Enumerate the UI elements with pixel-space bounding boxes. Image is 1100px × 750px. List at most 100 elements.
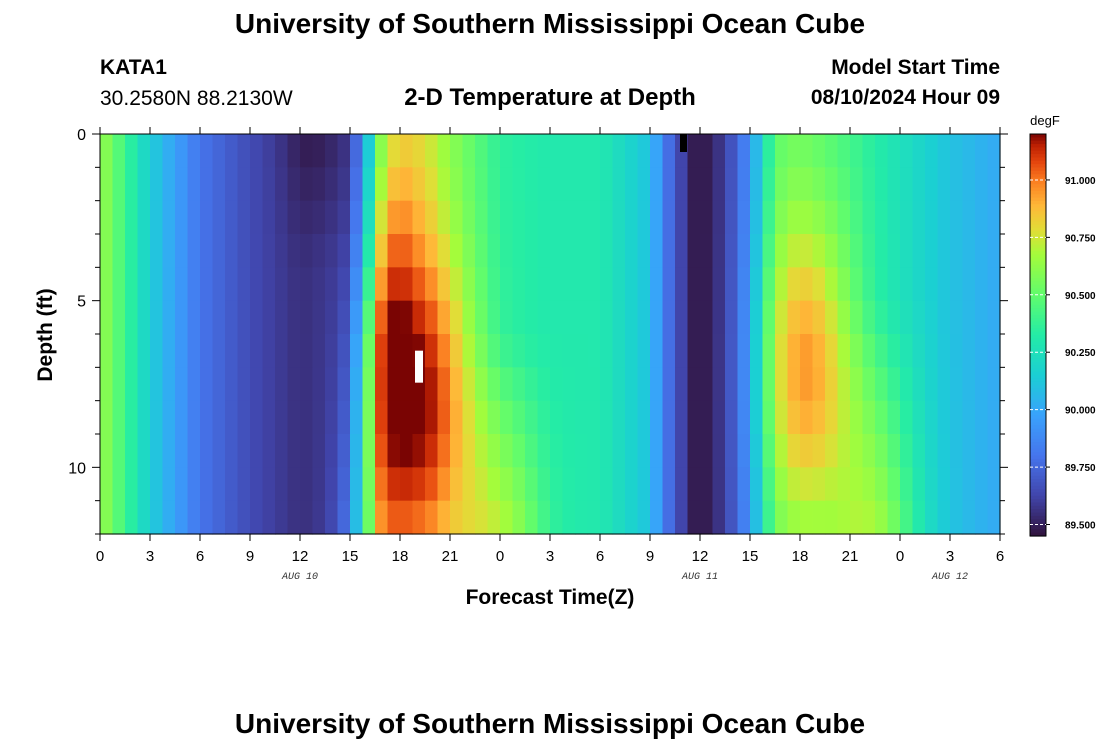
colorbar-tick-label: 89.750 [1065,463,1096,474]
heatmap-cell [750,334,764,368]
heatmap-cell [725,400,739,435]
heatmap-cell [437,200,451,235]
heatmap-cell [500,167,514,202]
heatmap-cell [625,167,639,202]
heatmap-cell [887,300,901,335]
heatmap-cell [450,500,464,535]
heatmap-cell [412,167,426,202]
heatmap-cell [550,267,564,302]
heatmap-cell [725,500,739,535]
heatmap-cell [675,200,689,235]
heatmap-cell [175,367,189,402]
heatmap-cell [425,500,439,535]
heatmap-cell [700,267,714,302]
heatmap-cell [225,467,239,502]
heatmap-cell [225,234,239,268]
heatmap-cell [962,334,976,368]
colorbar-segment [1030,472,1046,477]
heatmap-cell [987,300,1001,335]
heatmap-cell [762,300,776,335]
heatmap-cell [812,500,826,535]
heatmap-cell [350,334,364,368]
heatmap-cell [187,167,201,202]
heatmap-cell [712,234,726,268]
heatmap-cell [737,400,751,435]
heatmap-cell [562,200,576,235]
heatmap-cell [587,500,601,535]
heatmap-cell [187,400,201,435]
heatmap-cell [200,500,214,535]
heatmap-cell [400,134,414,168]
heatmap-cell [637,334,651,368]
colorbar-segment [1030,214,1046,219]
heatmap-cell [475,167,489,202]
heatmap-cell [537,300,551,335]
colorbar-tick-label: 90.000 [1065,406,1096,417]
page-title: University of Southern Mississippi Ocean… [234,8,866,39]
colorbar-segment [1030,194,1046,199]
heatmap-cell [150,167,164,202]
heatmap-cell [412,434,426,468]
colorbar-segment [1030,415,1046,420]
heatmap-cell [362,167,376,202]
colorbar-segment [1030,519,1046,524]
heatmap-cell [100,500,114,535]
heatmap-cell [837,334,851,368]
heatmap-cell [275,234,289,268]
heatmap-cell [387,400,401,435]
heatmap-cell [325,400,339,435]
colorbar-tick-label: 90.750 [1065,233,1096,244]
heatmap-cell [225,400,239,435]
colorbar-segment [1030,502,1046,507]
heatmap-cell [637,400,651,435]
heatmap-cell [887,467,901,502]
heatmap-cell [637,300,651,335]
heatmap-cell [200,267,214,302]
heatmap-cell [500,200,514,235]
heatmap-cell [950,267,964,302]
heatmap-cell [262,200,276,235]
colorbar-units: degF [1030,113,1060,128]
heatmap-cell [862,334,876,368]
heatmap-cell [987,200,1001,235]
heatmap-cell [237,200,251,235]
heatmap-cell [512,234,526,268]
heatmap-cell [475,400,489,435]
heatmap-cell [687,434,701,468]
heatmap-cell [362,467,376,502]
heatmap-cell [712,500,726,535]
heatmap-cell [925,434,939,468]
colorbar-segment [1030,190,1046,195]
heatmap-cell [250,500,264,535]
heatmap-cell [500,434,514,468]
heatmap-cell [487,134,501,168]
heatmap-cell [950,434,964,468]
heatmap-cell [700,234,714,268]
heatmap-cell [850,367,864,402]
heatmap-cell [837,500,851,535]
heatmap-cell [987,434,1001,468]
heatmap-cell [375,134,389,168]
heatmap-cell [775,267,789,302]
heatmap-cell [525,500,539,535]
heatmap-cell [837,400,851,435]
heatmap-cell [487,300,501,335]
heatmap-cell [937,267,951,302]
heatmap-cell [512,334,526,368]
heatmap-cell [550,234,564,268]
heatmap-cell [325,200,339,235]
heatmap-cell [550,200,564,235]
heatmap-cell [525,167,539,202]
heatmap-cell [487,434,501,468]
heatmap-cell [187,134,201,168]
colorbar-segment [1030,515,1046,520]
heatmap-cell [975,334,989,368]
heatmap-cell [625,434,639,468]
model-start-value: 08/10/2024 Hour 09 [810,86,1000,109]
heatmap-cell [562,467,576,502]
heatmap-cell [600,267,614,302]
heatmap-cell [112,234,126,268]
heatmap-cell [887,200,901,235]
heatmap-cell [937,500,951,535]
heatmap-cell [537,334,551,368]
